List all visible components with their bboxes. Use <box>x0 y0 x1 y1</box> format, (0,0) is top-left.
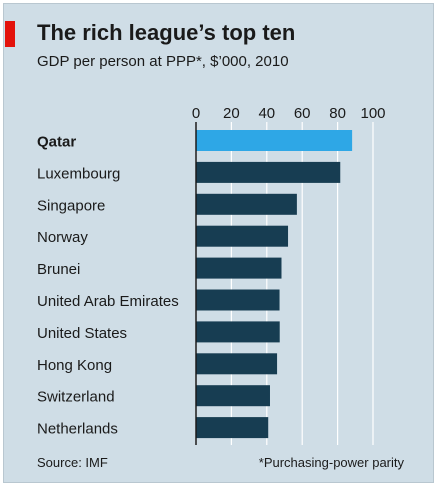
x-tick-label: 80 <box>329 105 346 122</box>
category-label: Brunei <box>37 261 80 278</box>
bar <box>196 161 341 183</box>
bar <box>196 385 270 407</box>
bar <box>196 417 269 439</box>
x-tick-label: 20 <box>223 105 240 122</box>
brand-tab <box>5 21 15 47</box>
bar <box>196 289 280 311</box>
category-label: Singapore <box>37 197 105 214</box>
footnote: *Purchasing-power parity <box>258 455 404 470</box>
category-label: Netherlands <box>37 421 118 438</box>
x-tick-label: 60 <box>294 105 311 122</box>
category-label: Luxembourg <box>37 165 120 182</box>
x-tick-label: 100 <box>360 105 385 122</box>
x-tick-label: 0 <box>192 105 200 122</box>
bar <box>196 130 353 151</box>
category-label: Qatar <box>37 134 76 151</box>
x-tick-label: 40 <box>258 105 275 122</box>
category-label: Norway <box>37 229 88 246</box>
bar <box>196 257 282 279</box>
category-label: Switzerland <box>37 389 115 406</box>
category-label: United States <box>37 325 127 342</box>
source-note: Source: IMF <box>37 455 108 470</box>
bar <box>196 353 278 375</box>
bar <box>196 321 280 343</box>
bar <box>196 225 289 247</box>
category-label: United Arab Emirates <box>37 293 179 310</box>
bar <box>196 193 297 215</box>
chart-title: The rich league’s top ten <box>37 20 296 45</box>
category-label: Hong Kong <box>37 357 112 374</box>
chart-subtitle: GDP per person at PPP*, $’000, 2010 <box>37 53 289 70</box>
